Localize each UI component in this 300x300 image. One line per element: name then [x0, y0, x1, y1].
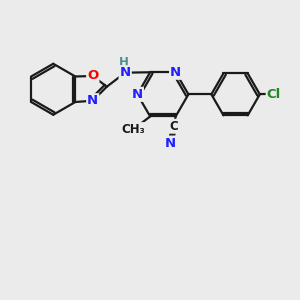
Text: N: N	[170, 66, 181, 79]
Text: N: N	[165, 136, 176, 150]
Text: N: N	[132, 88, 143, 101]
Text: H: H	[119, 56, 129, 69]
Text: N: N	[120, 66, 131, 79]
Text: O: O	[87, 70, 98, 83]
Text: Cl: Cl	[267, 88, 281, 101]
Text: N: N	[87, 94, 98, 107]
Text: C: C	[169, 120, 178, 133]
Text: CH₃: CH₃	[122, 123, 146, 136]
